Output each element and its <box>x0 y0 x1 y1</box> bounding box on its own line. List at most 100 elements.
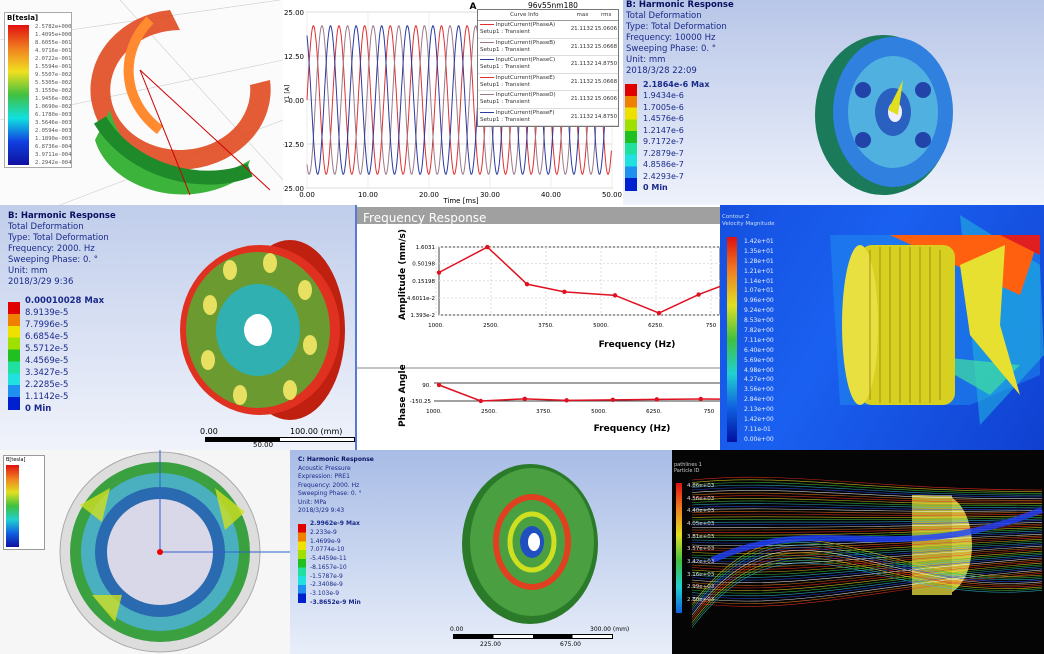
scale-start: 0.00 <box>450 626 464 633</box>
header-rms: rms <box>600 12 612 18</box>
result-info-line: Sweeping Phase: 0. ° <box>298 490 362 497</box>
panel-header: Frequency Response <box>357 207 720 225</box>
pathline-bundle <box>710 507 1044 563</box>
pathline <box>691 495 1043 503</box>
stator-3d-view <box>59 450 290 653</box>
color-bar <box>298 524 306 603</box>
result-info-line: Sweeping Phase: 0. ° <box>626 44 717 54</box>
result-info: B: Harmonic Response Total Deformation Typ… <box>8 211 116 288</box>
result-info-line: Sweeping Phase: 0. ° <box>8 255 99 265</box>
curve-color-swatch <box>480 24 494 26</box>
legend-values: 2.1864e-6 Max 1.9434e-6 1.7005e-6 1.4576e-6… <box>643 80 710 192</box>
y-tick-label: 25.00 <box>284 9 304 17</box>
scale-mid: 50.00 <box>253 441 274 449</box>
curve-setup: Setup1 : Transient <box>480 116 530 123</box>
series-line <box>306 25 612 175</box>
legend-value: 6.1780e-003 <box>35 112 72 118</box>
legend-value: 1.42e+00 <box>744 416 774 424</box>
curve-row[interactable]: InputCurrent(PhaseF) Setup1 : Transient 21… <box>478 109 618 126</box>
legend-value: 3.3427e-5 <box>25 368 69 378</box>
legend-value: 4.8586e-7 <box>643 160 684 170</box>
legend-value: 9.96e+00 <box>744 297 774 305</box>
curve-row[interactable]: InputCurrent(PhaseC) Setup1 : Transient 21… <box>478 56 618 74</box>
color-bar <box>8 25 29 165</box>
pathline <box>691 550 1043 616</box>
curve-row[interactable]: InputCurrent(PhaseE) Setup1 : Transient 21… <box>478 74 618 91</box>
legend-value: -2.3408e-9 <box>310 581 343 589</box>
curve-rms: 15.0606 <box>594 26 618 33</box>
pathline <box>691 498 1043 505</box>
curve-row[interactable]: InputCurrent(PhaseB) Setup1 : Transient 21… <box>478 39 618 56</box>
legend-value: 3.56e+00 <box>744 386 774 394</box>
legend-value: 4.98e+00 <box>744 366 774 374</box>
legend-value: -8.1657e-10 <box>310 563 347 571</box>
phase-series-line <box>438 384 720 402</box>
legend-value: 2.99e+03 <box>687 584 715 591</box>
x-tick-label: 3750. <box>536 409 552 415</box>
curve-rms: 14.8750 <box>594 113 618 120</box>
pathline <box>691 520 1043 526</box>
legend-values: 1.42e+01 1.35e+01 1.28e+01 1.21e+01 1.14e+01… <box>744 238 774 443</box>
pathline <box>691 573 1043 607</box>
curve-rms: 15.0668 <box>594 78 618 85</box>
legend-value: 6.6854e-5 <box>25 332 69 342</box>
legend-value: 1.21e+01 <box>744 267 774 275</box>
pathline <box>691 562 1043 591</box>
scale-start: 0.00 <box>200 427 218 436</box>
y-tick-label: 0.15198 <box>412 279 435 285</box>
result-info-line: Total Deformation <box>8 222 84 232</box>
result-info-line: Unit: MPa <box>298 498 327 506</box>
pathline <box>691 500 1043 507</box>
legend-value: 7.82e+00 <box>744 327 774 335</box>
color-bar <box>625 84 637 191</box>
result-info-line: Frequency: 10000 Hz <box>626 33 716 43</box>
curve-setup: Setup1 : Transient <box>480 64 530 71</box>
pathline <box>691 569 1043 602</box>
curve-row[interactable]: InputCurrent(PhaseD) Setup1 : Transient 21… <box>478 91 618 109</box>
legend-value: 6.40e+00 <box>744 346 774 354</box>
legend-value: 2.0722e-001 <box>35 56 72 62</box>
legend-value: 4.27e+00 <box>744 376 774 384</box>
legend-value: -3.8652e-9 Min <box>310 598 361 606</box>
phase-data-point <box>654 397 659 402</box>
curve-name: InputCurrent(PhaseD) <box>495 92 556 99</box>
curve-setup: Setup1 : Transient <box>480 46 530 53</box>
pathline <box>691 484 1043 496</box>
legend-value: 1.5594e-001 <box>35 64 72 70</box>
x-tick-label: 20.00 <box>419 191 439 199</box>
chart-title: A <box>470 2 477 12</box>
phase-data-point <box>522 396 527 402</box>
curve-max: 21.1132 <box>570 78 594 85</box>
y-tick-label: 0.50198 <box>412 262 435 268</box>
curve-name: InputCurrent(PhaseE) <box>495 74 555 81</box>
legend-value: 4.9716e-001 <box>35 48 72 54</box>
x-tick-label: 2500. <box>481 409 497 415</box>
curve-row[interactable]: InputCurrent(PhaseA) Setup1 : Transient 21… <box>478 21 618 39</box>
result-info-line: Unit: mm <box>8 266 48 276</box>
result-info-line: 2018/3/29 9:43 <box>298 507 345 514</box>
legend-value: 7.11e-01 <box>744 425 771 433</box>
legend-value: -5.4459e-11 <box>310 555 347 563</box>
magnetic-legend: B[tesla] 2.5782e+000 1.4095e+000 8.6055e-0… <box>4 12 72 168</box>
result-info-line: Frequency: 2000. Hz <box>8 244 95 254</box>
phase-data-point <box>478 398 483 404</box>
pathline <box>691 539 1043 606</box>
pathline <box>691 492 1043 501</box>
legend-title-line: Contour 2 <box>722 214 750 220</box>
phase-data-point <box>564 398 569 403</box>
pathline <box>691 511 1043 514</box>
result-info-line: Total Deformation <box>626 11 702 21</box>
phase-y-label: Phase Angle <box>398 364 408 427</box>
pathline <box>691 542 1043 560</box>
x-tick-label: 30.00 <box>480 191 500 199</box>
table-header: Curve Info max rms <box>478 10 618 21</box>
pathline <box>691 518 1043 523</box>
pathline <box>691 564 1043 594</box>
legend-value: 1.9434e-6 <box>643 91 684 101</box>
motor-3d-view <box>0 0 283 205</box>
curve-name: InputCurrent(PhaseB) <box>495 39 556 46</box>
legend-value: 8.6055e-001 <box>35 40 72 46</box>
legend-value: 0 Min <box>643 182 668 192</box>
legend-subtitle-line: Velocity Magnitude <box>722 221 775 227</box>
pathline <box>691 547 1043 613</box>
